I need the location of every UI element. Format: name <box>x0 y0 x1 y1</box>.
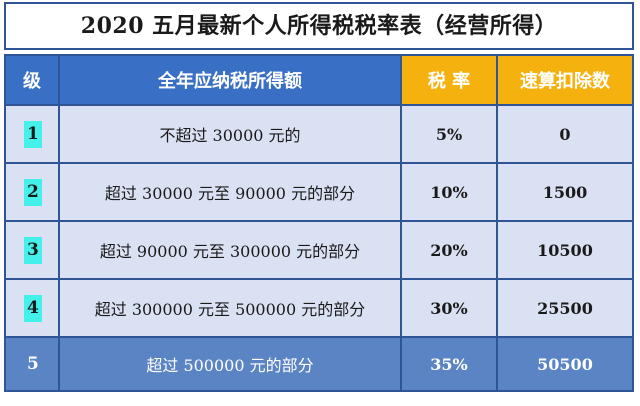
level-cell: 1 <box>4 106 60 164</box>
rate-cell: 20% <box>402 222 498 280</box>
tax-rate-table: 级 全年应纳税所得额 税 率 速算扣除数 1 不超过 30000 元的 5% 0… <box>4 54 634 392</box>
income-cell: 不超过 30000 元的 <box>60 106 402 164</box>
table-row: 4 超过 300000 元至 500000 元的部分 30% 25500 <box>4 280 634 338</box>
rate-cell: 35% <box>402 338 498 392</box>
level-cell: 2 <box>4 164 60 222</box>
level-cell: 3 <box>4 222 60 280</box>
deduction-cell: 25500 <box>498 280 634 338</box>
level-number: 1 <box>24 120 42 148</box>
header-rate: 税 率 <box>402 54 498 106</box>
rate-cell: 10% <box>402 164 498 222</box>
table-row: 2 超过 30000 元至 90000 元的部分 10% 1500 <box>4 164 634 222</box>
level-cell: 5 <box>4 338 60 392</box>
income-cell: 超过 300000 元至 500000 元的部分 <box>60 280 402 338</box>
level-cell: 4 <box>4 280 60 338</box>
table-row: 5 超过 500000 元的部分 35% 50500 <box>4 338 634 392</box>
table-header-row: 级 全年应纳税所得额 税 率 速算扣除数 <box>4 54 634 106</box>
rate-cell: 5% <box>402 106 498 164</box>
deduction-cell: 1500 <box>498 164 634 222</box>
deduction-cell: 10500 <box>498 222 634 280</box>
header-income: 全年应纳税所得额 <box>60 54 402 106</box>
income-cell: 超过 90000 元至 300000 元的部分 <box>60 222 402 280</box>
table-title: 2020 五月最新个人所得税税率表（经营所得） <box>4 2 634 50</box>
level-number: 3 <box>24 236 42 264</box>
income-cell: 超过 500000 元的部分 <box>60 338 402 392</box>
table-row: 3 超过 90000 元至 300000 元的部分 20% 10500 <box>4 222 634 280</box>
table-row: 1 不超过 30000 元的 5% 0 <box>4 106 634 164</box>
deduction-cell: 50500 <box>498 338 634 392</box>
header-deduction: 速算扣除数 <box>498 54 634 106</box>
header-level: 级 <box>4 54 60 106</box>
level-number: 4 <box>24 294 42 322</box>
level-number: 2 <box>24 178 42 206</box>
deduction-cell: 0 <box>498 106 634 164</box>
income-cell: 超过 30000 元至 90000 元的部分 <box>60 164 402 222</box>
level-number: 5 <box>27 353 39 374</box>
rate-cell: 30% <box>402 280 498 338</box>
